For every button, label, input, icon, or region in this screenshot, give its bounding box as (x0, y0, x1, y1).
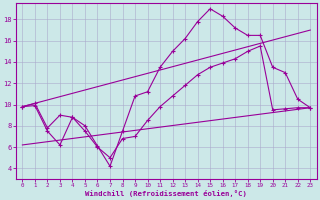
X-axis label: Windchill (Refroidissement éolien,°C): Windchill (Refroidissement éolien,°C) (85, 190, 247, 197)
